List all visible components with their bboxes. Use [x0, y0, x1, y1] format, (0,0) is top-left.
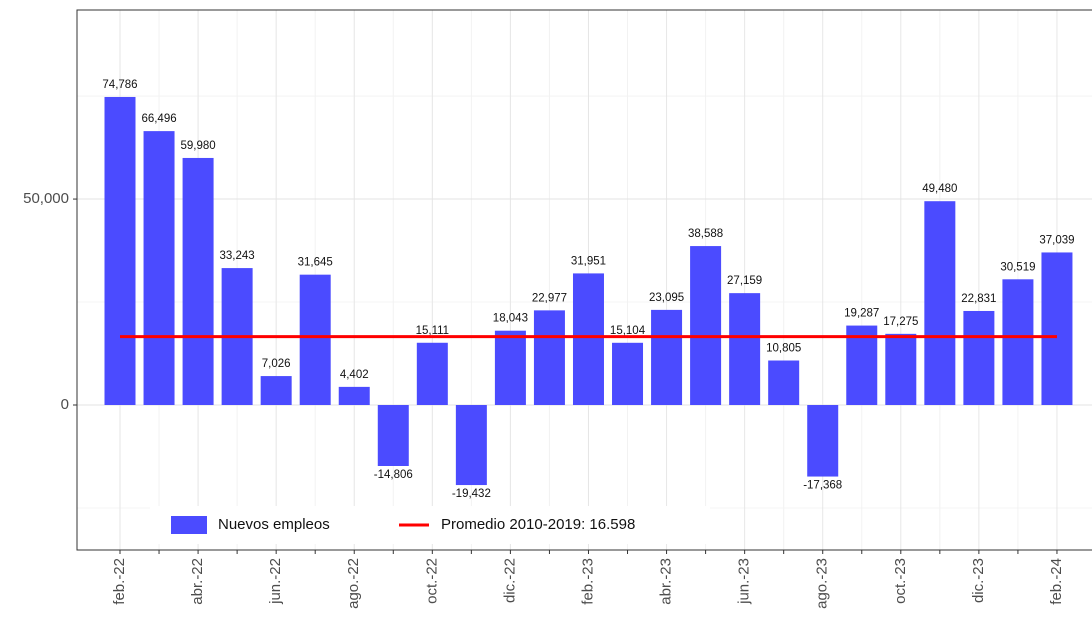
x-tick-label: feb.-24 — [1048, 558, 1065, 605]
value-label: 15,104 — [610, 325, 646, 337]
bar — [651, 309, 683, 406]
bar — [143, 131, 175, 406]
value-label: 31,951 — [571, 255, 606, 267]
x-tick-label: oct.-23 — [892, 558, 909, 604]
x-tick-label: feb.-22 — [111, 558, 128, 605]
bar — [377, 405, 409, 466]
bar — [455, 405, 487, 486]
value-label: 74,786 — [102, 79, 137, 91]
bar — [963, 310, 995, 406]
bar — [768, 360, 800, 406]
value-label: 4,402 — [340, 369, 369, 381]
bar — [494, 330, 526, 406]
x-tick-label: abr.-22 — [189, 558, 206, 605]
value-label: -19,432 — [452, 488, 491, 500]
bar — [572, 273, 604, 406]
value-label: 27,159 — [727, 275, 762, 287]
bar — [299, 274, 331, 406]
x-tick-label: jun.-22 — [267, 558, 284, 605]
bar — [1002, 279, 1034, 406]
value-label: 22,831 — [961, 293, 996, 305]
bar — [1041, 252, 1073, 406]
value-label: 66,496 — [141, 113, 176, 125]
value-label: 59,980 — [180, 140, 215, 152]
value-label: 22,977 — [532, 292, 567, 304]
bar — [338, 386, 370, 406]
x-tick-label: abr.-23 — [658, 558, 675, 605]
value-label: 18,043 — [493, 313, 528, 325]
legend-background — [150, 506, 710, 544]
legend-swatch — [171, 516, 207, 534]
x-tick-label: oct.-22 — [423, 558, 440, 604]
value-label: 49,480 — [922, 183, 957, 195]
bar — [924, 201, 956, 406]
bar — [260, 376, 292, 406]
value-label: 37,039 — [1039, 234, 1074, 246]
value-label: -14,806 — [374, 469, 413, 481]
bar — [416, 342, 448, 406]
value-label: 7,026 — [262, 358, 291, 370]
value-label: 30,519 — [1000, 261, 1035, 273]
x-tick-label: dic.-22 — [501, 558, 518, 603]
plot-border — [76, 9, 1092, 551]
value-label: 10,805 — [766, 343, 801, 355]
bar — [690, 246, 722, 406]
x-tick-label: jun.-23 — [736, 558, 753, 605]
y-tick-label: 50,000 — [23, 190, 69, 207]
legend-label: Promedio 2010-2019: 16.598 — [441, 516, 635, 533]
y-tick-label: 0 — [61, 396, 69, 413]
value-label: 19,287 — [844, 308, 879, 320]
bar — [807, 405, 839, 477]
value-label: 15,111 — [416, 325, 449, 337]
x-tick-label: dic.-23 — [970, 558, 987, 603]
bar — [729, 293, 761, 406]
bar — [533, 310, 565, 406]
value-label: 31,645 — [298, 257, 333, 269]
bar — [846, 325, 878, 406]
x-tick-label: ago.-23 — [814, 558, 831, 609]
value-label: 38,588 — [688, 228, 723, 240]
value-label: 17,275 — [883, 316, 918, 328]
bar — [182, 157, 214, 406]
legend-label: Nuevos empleos — [218, 516, 330, 533]
bar — [104, 96, 136, 406]
value-label: 33,243 — [220, 250, 255, 262]
bar — [885, 333, 917, 406]
value-label: -17,368 — [803, 480, 842, 492]
x-tick-label: ago.-22 — [345, 558, 362, 609]
value-label: 23,095 — [649, 292, 684, 304]
x-tick-label: feb.-23 — [579, 558, 596, 605]
bar — [612, 342, 644, 406]
